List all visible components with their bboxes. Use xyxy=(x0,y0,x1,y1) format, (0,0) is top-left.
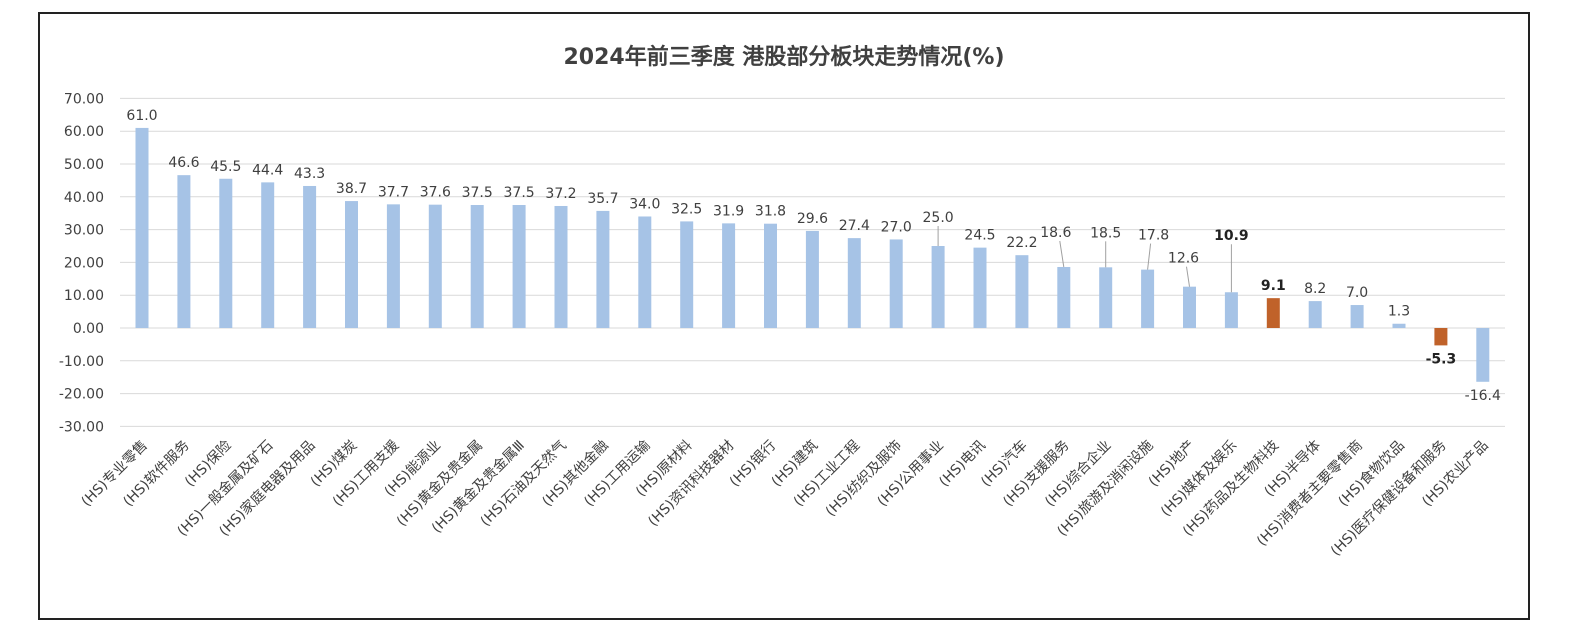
data-label: -16.4 xyxy=(1465,388,1501,404)
data-label: 7.0 xyxy=(1346,285,1368,301)
bar xyxy=(1099,267,1113,328)
leader-line xyxy=(1147,243,1152,270)
bar xyxy=(638,216,652,328)
bar xyxy=(428,204,442,328)
x-axis: (HS)专业零售(HS)软件服务(HS)保险(HS)一般金属及矿石(HS)家庭电… xyxy=(78,437,1491,560)
y-tick-label: 70.00 xyxy=(64,91,104,107)
bar xyxy=(1224,292,1238,328)
leader-line xyxy=(1059,240,1065,268)
bar xyxy=(805,230,819,328)
data-label: 46.6 xyxy=(168,155,199,171)
data-label: 10.9 xyxy=(1214,228,1249,244)
data-label: 31.9 xyxy=(713,203,744,219)
data-label: 27.0 xyxy=(881,219,912,235)
bar xyxy=(1434,328,1448,346)
data-label: 31.8 xyxy=(755,204,786,220)
data-label: 44.4 xyxy=(252,162,283,178)
data-label: 17.8 xyxy=(1138,228,1169,244)
bar xyxy=(596,210,610,328)
y-tick-label: -20.00 xyxy=(59,387,104,403)
data-label: 25.0 xyxy=(923,210,954,226)
bar xyxy=(303,185,317,328)
bar xyxy=(847,238,861,328)
data-label: 37.2 xyxy=(545,186,576,202)
data-label: 37.7 xyxy=(378,184,409,200)
bar xyxy=(345,201,358,328)
bar xyxy=(554,205,568,328)
label-leader-lines xyxy=(937,226,1232,293)
data-label: 43.3 xyxy=(294,166,325,182)
bars xyxy=(135,127,1490,382)
bar xyxy=(135,127,149,328)
data-label: 18.6 xyxy=(1040,225,1071,241)
data-label: 38.7 xyxy=(336,181,367,197)
bar xyxy=(889,239,903,328)
y-tick-label: 30.00 xyxy=(64,223,104,239)
y-tick-label: 0.00 xyxy=(73,321,104,337)
data-label: 61.0 xyxy=(126,108,157,124)
bar xyxy=(764,223,777,328)
y-axis: 70.00 60.00 50.00 40.00 30.00 20.00 10.00 0.00 -… xyxy=(59,91,104,435)
data-label: 37.5 xyxy=(462,185,493,201)
bar xyxy=(261,182,275,328)
data-label: 24.5 xyxy=(964,228,995,244)
data-label: 45.5 xyxy=(210,159,241,175)
bar xyxy=(1266,298,1280,328)
chart-title: 2024年前三季度 港股部分板块走势情况(%) xyxy=(563,44,1004,70)
bar xyxy=(722,223,736,328)
chart-frame xyxy=(38,12,1530,620)
bar xyxy=(512,205,526,328)
data-label: 29.6 xyxy=(797,211,828,227)
bar xyxy=(1392,323,1406,328)
y-tick-label: 60.00 xyxy=(64,124,104,140)
data-label: 37.5 xyxy=(504,185,535,201)
data-label: 18.5 xyxy=(1090,225,1121,241)
data-label: 12.6 xyxy=(1168,251,1199,267)
data-label: 35.7 xyxy=(587,191,618,207)
gridlines xyxy=(120,97,1505,427)
bar xyxy=(219,178,233,328)
data-label: 8.2 xyxy=(1304,281,1326,297)
data-label: 34.0 xyxy=(629,196,660,212)
y-tick-label: 10.00 xyxy=(64,288,104,304)
x-tick-label: (HS)媒体及娱乐 xyxy=(1158,438,1240,520)
bar xyxy=(973,247,987,328)
data-label: 9.1 xyxy=(1261,278,1286,294)
x-tick-label: (HS)纺织及服饰 xyxy=(823,438,905,520)
bar xyxy=(470,205,484,328)
y-tick-label: 50.00 xyxy=(64,157,104,173)
bar xyxy=(1057,266,1071,328)
data-label: 32.5 xyxy=(671,201,702,217)
bar xyxy=(177,175,191,328)
bar xyxy=(931,246,945,328)
data-label: 27.4 xyxy=(839,218,870,234)
y-tick-label: -30.00 xyxy=(59,419,104,435)
leader-line xyxy=(1186,266,1190,287)
bar xyxy=(1308,301,1322,328)
bar xyxy=(1476,328,1490,382)
y-tick-label: -10.00 xyxy=(59,354,104,370)
bar xyxy=(1015,255,1029,328)
bar xyxy=(1350,305,1364,328)
data-label: -5.3 xyxy=(1426,351,1457,367)
bar xyxy=(1141,269,1155,328)
data-label: 22.2 xyxy=(1006,235,1037,251)
y-tick-label: 40.00 xyxy=(64,190,104,206)
bar xyxy=(680,221,694,328)
data-labels: 61.0 46.6 45.5 44.4 43.3 38.7 37.7 37.6 37.5 37.5… xyxy=(126,108,1501,404)
bar xyxy=(1183,286,1196,328)
y-tick-label: 20.00 xyxy=(64,255,104,271)
bar xyxy=(386,204,400,328)
data-label: 37.6 xyxy=(420,185,451,201)
data-label: 1.3 xyxy=(1388,304,1410,320)
